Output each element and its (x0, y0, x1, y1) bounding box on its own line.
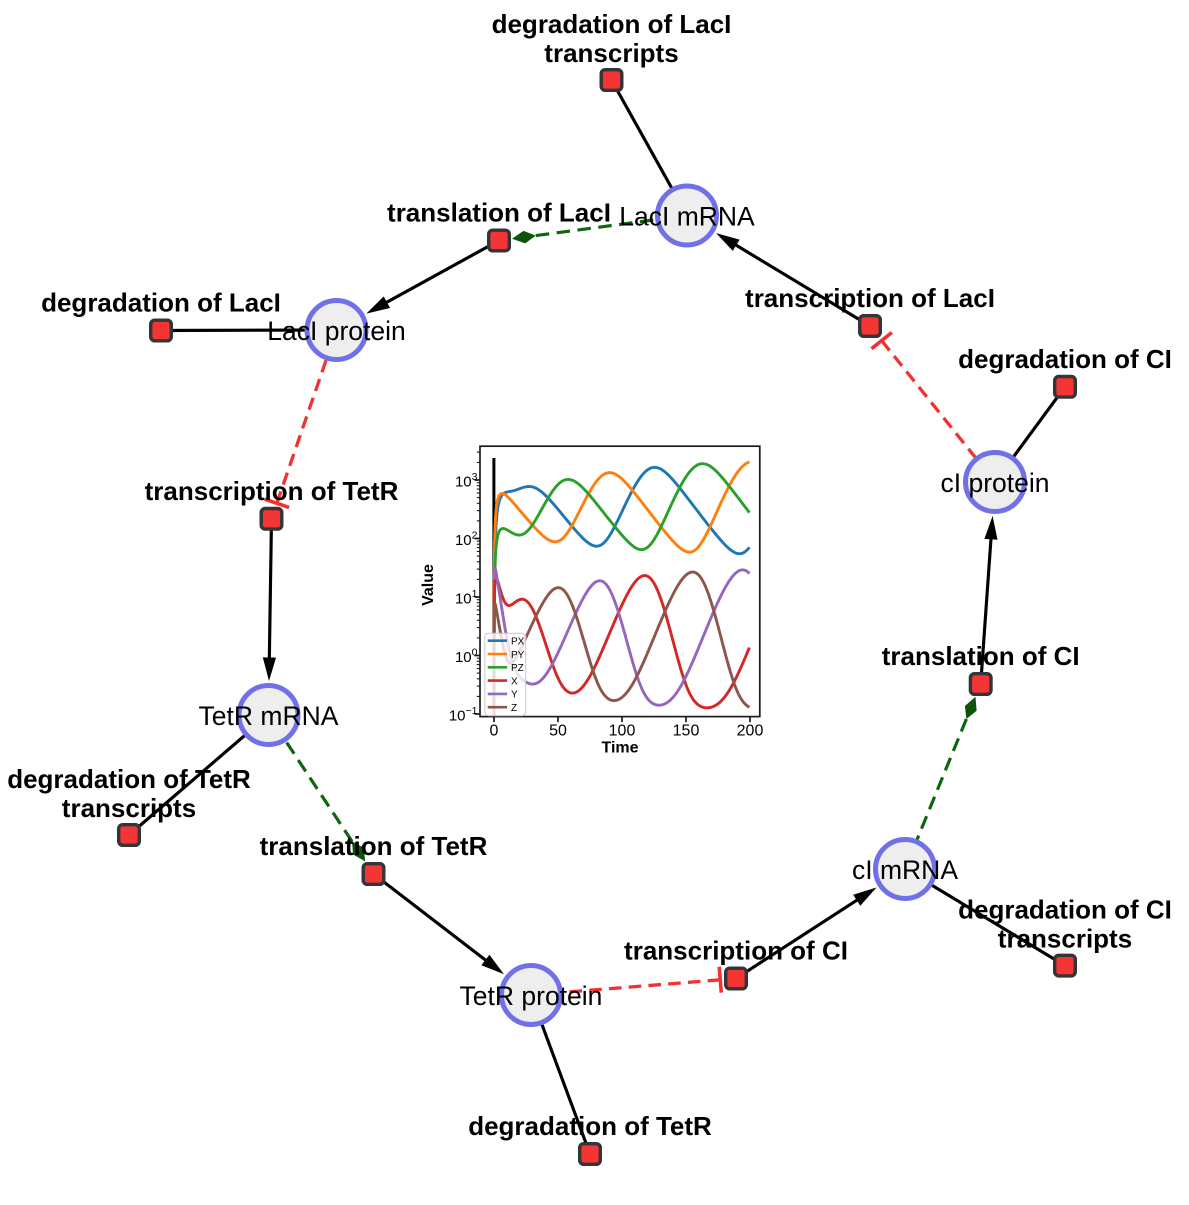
svg-text:translation of LacI: translation of LacI (387, 198, 611, 228)
svg-text:degradation of LacI: degradation of LacI (492, 9, 732, 39)
svg-text:0: 0 (490, 722, 499, 739)
svg-text:50: 50 (549, 722, 567, 739)
svg-text:TetR mRNA: TetR mRNA (199, 701, 339, 731)
svg-text:transcription of LacI: transcription of LacI (745, 283, 995, 313)
svg-text:PY: PY (511, 650, 525, 661)
svg-text:degradation of TetR: degradation of TetR (468, 1111, 712, 1141)
svg-text:translation of TetR: translation of TetR (260, 831, 488, 861)
svg-text:PZ: PZ (511, 663, 524, 674)
svg-text:transcripts: transcripts (62, 793, 196, 823)
svg-text:transcription of CI: transcription of CI (624, 936, 848, 966)
svg-text:degradation of LacI: degradation of LacI (41, 288, 281, 318)
svg-text:Z: Z (511, 703, 517, 714)
svg-text:LacI protein: LacI protein (267, 316, 405, 346)
svg-text:transcription of TetR: transcription of TetR (145, 476, 399, 506)
svg-text:cI protein: cI protein (940, 468, 1049, 498)
svg-text:transcripts: transcripts (998, 924, 1132, 954)
svg-text:TetR protein: TetR protein (460, 981, 603, 1011)
svg-text:degradation of CI: degradation of CI (958, 895, 1172, 925)
svg-text:LacI mRNA: LacI mRNA (619, 202, 755, 232)
svg-text:200: 200 (737, 722, 764, 739)
svg-text:translation of CI: translation of CI (882, 641, 1080, 671)
svg-text:Time: Time (601, 739, 638, 756)
svg-text:Y: Y (511, 690, 518, 701)
svg-text:cI mRNA: cI mRNA (852, 855, 958, 885)
svg-text:transcripts: transcripts (544, 38, 678, 68)
svg-text:PX: PX (511, 637, 525, 648)
svg-text:Value: Value (420, 564, 437, 606)
svg-text:degradation of CI: degradation of CI (958, 344, 1172, 374)
svg-text:degradation of TetR: degradation of TetR (7, 764, 251, 794)
svg-text:150: 150 (673, 722, 700, 739)
svg-text:X: X (511, 676, 518, 687)
svg-text:100: 100 (609, 722, 636, 739)
